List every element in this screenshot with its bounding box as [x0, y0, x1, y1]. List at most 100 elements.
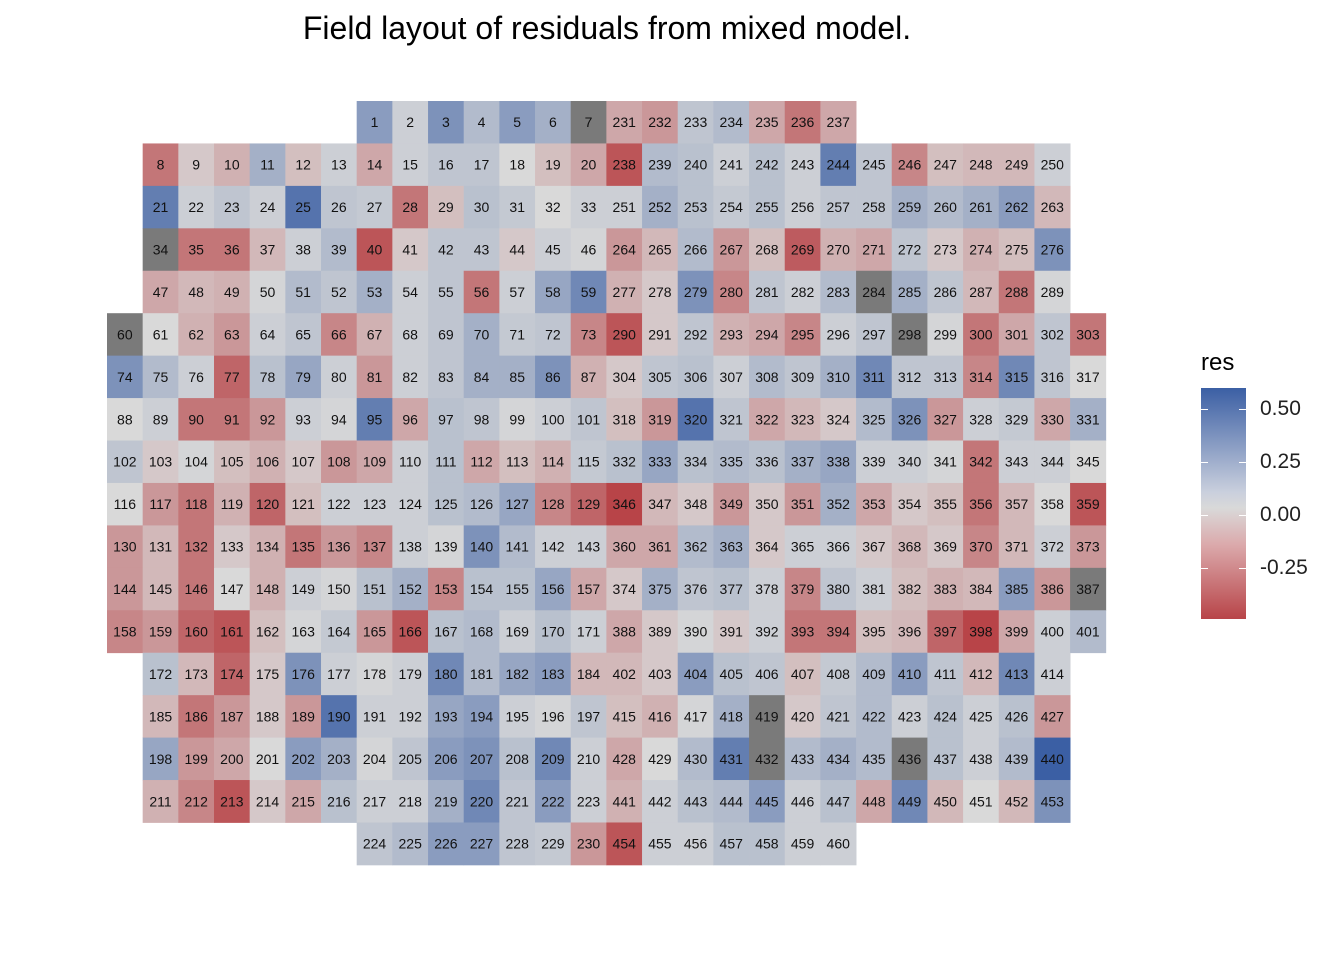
cell-label: 444	[720, 793, 744, 809]
heatmap-cell	[749, 440, 786, 484]
heatmap-cell	[713, 228, 750, 272]
cell-label: 117	[149, 496, 172, 512]
cell-label: 407	[791, 666, 815, 682]
heatmap-cell	[570, 440, 607, 484]
heatmap-cell	[321, 737, 358, 781]
heatmap-cell	[214, 567, 251, 611]
heatmap-cell	[499, 695, 536, 738]
cell-label: 44	[509, 242, 525, 258]
heatmap-cell	[713, 780, 750, 823]
heatmap-cell	[927, 610, 964, 654]
heatmap-cell	[677, 355, 714, 399]
cell-label: 329	[1005, 411, 1029, 427]
heatmap-cell	[677, 822, 714, 866]
cell-label: 280	[720, 284, 744, 300]
heatmap-cell	[998, 398, 1035, 441]
heatmap-cell	[856, 610, 893, 654]
cell-label: 436	[898, 751, 922, 767]
cell-label: 371	[1005, 539, 1029, 555]
heatmap-cell	[1070, 567, 1107, 611]
heatmap-cell	[749, 780, 786, 823]
heatmap-cell	[428, 567, 465, 611]
heatmap-cell	[891, 228, 928, 272]
cell-label: 179	[399, 666, 423, 682]
heatmap-cell	[535, 610, 572, 654]
legend-tick-mark	[1239, 462, 1246, 463]
heatmap-cell	[606, 355, 643, 399]
heatmap-cell	[535, 567, 572, 611]
cell-label: 331	[1076, 411, 1100, 427]
cell-label: 103	[149, 454, 173, 470]
heatmap-cell	[178, 143, 215, 187]
cell-label: 149	[292, 581, 316, 597]
cell-label: 382	[898, 581, 922, 597]
heatmap-cell	[642, 313, 679, 357]
heatmap-cell	[392, 185, 429, 229]
heatmap-cell	[392, 525, 429, 569]
cell-label: 130	[113, 539, 137, 555]
heatmap-cell	[998, 695, 1035, 738]
cell-label: 365	[791, 539, 815, 555]
heatmap-cell	[856, 185, 893, 229]
cell-label: 25	[295, 199, 311, 215]
cell-label: 38	[295, 242, 311, 258]
heatmap-cell	[428, 228, 465, 272]
heatmap-cell	[642, 737, 679, 781]
heatmap-cell	[356, 270, 393, 314]
cell-label: 352	[827, 496, 851, 512]
cell-label: 300	[969, 326, 993, 342]
cell-label: 275	[1005, 242, 1029, 258]
cell-label: 393	[791, 624, 815, 640]
cell-label: 296	[827, 326, 851, 342]
cell-label: 74	[117, 369, 133, 385]
heatmap-cell	[321, 525, 358, 569]
cell-label: 209	[541, 751, 565, 767]
cell-label: 195	[506, 708, 530, 724]
heatmap-cell	[535, 822, 572, 866]
heatmap-cell	[321, 567, 358, 611]
cell-label: 379	[791, 581, 815, 597]
heatmap-cell	[749, 695, 786, 738]
cell-label: 425	[969, 708, 993, 724]
heatmap-cell	[535, 525, 572, 569]
heatmap-cell	[356, 440, 393, 484]
heatmap-cell	[998, 737, 1035, 781]
cell-label: 286	[934, 284, 958, 300]
cell-label: 20	[581, 157, 597, 173]
heatmap-cell	[713, 398, 750, 441]
heatmap-cell	[178, 482, 215, 526]
heatmap-cell	[499, 185, 536, 229]
cell-label: 140	[470, 539, 494, 555]
cell-label: 353	[862, 496, 886, 512]
cell-label: 180	[434, 666, 458, 682]
cell-label: 122	[327, 496, 351, 512]
heatmap-cell	[963, 780, 1000, 823]
cell-label: 388	[613, 624, 637, 640]
heatmap-cell	[463, 398, 500, 441]
cell-label: 279	[684, 284, 708, 300]
heatmap-cell	[891, 143, 928, 187]
heatmap-cell	[891, 482, 928, 526]
cell-label: 43	[474, 242, 490, 258]
heatmap-cell	[784, 525, 821, 569]
cell-label: 159	[149, 624, 173, 640]
heatmap-cell	[214, 313, 251, 357]
heatmap-cell	[463, 652, 500, 696]
heatmap-cell	[463, 780, 500, 823]
cell-label: 419	[755, 708, 779, 724]
heatmap-cell	[178, 270, 215, 314]
cell-label: 418	[720, 708, 744, 724]
cell-label: 242	[755, 157, 779, 173]
cell-label: 156	[541, 581, 565, 597]
cell-label: 220	[470, 793, 494, 809]
cell-label: 92	[260, 411, 276, 427]
cell-label: 144	[113, 581, 137, 597]
cell-label: 84	[474, 369, 490, 385]
cell-label: 404	[684, 666, 708, 682]
cell-label: 255	[755, 199, 779, 215]
heatmap-cell	[642, 567, 679, 611]
heatmap-cell	[784, 228, 821, 272]
heatmap-cell	[1070, 482, 1107, 526]
heatmap-cell	[749, 143, 786, 187]
heatmap-cell	[749, 610, 786, 654]
